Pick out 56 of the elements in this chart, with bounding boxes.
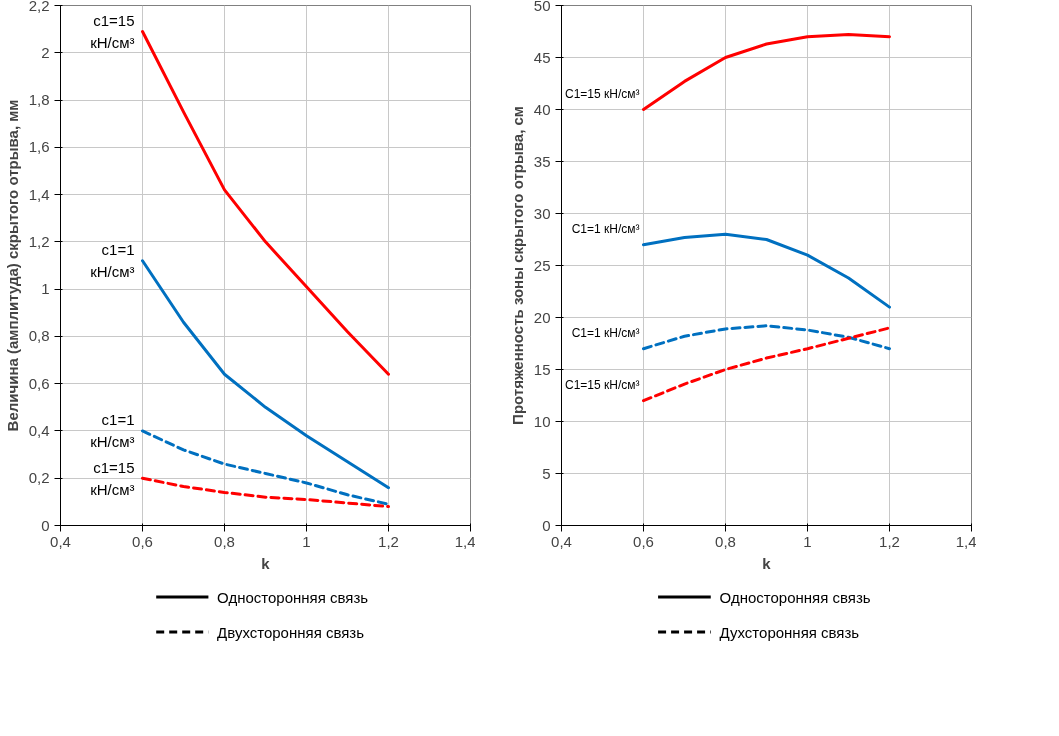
y-tick-label: 0,6 bbox=[28, 374, 50, 392]
x-tick-label: 1,4 bbox=[454, 532, 476, 550]
text: Двухсторонняя связь bbox=[217, 623, 365, 641]
y-tick-label: 0,4 bbox=[28, 421, 50, 439]
line-series bbox=[642, 326, 891, 403]
text: Односторонняя связь bbox=[719, 588, 871, 606]
y-tick-label: 1,2 bbox=[28, 232, 50, 250]
y-tick-label: 2 bbox=[41, 43, 50, 61]
x-tick-label: 1,2 bbox=[879, 532, 900, 550]
annotation: C1=1 кН/см³ bbox=[571, 221, 640, 236]
y-tick-label: 35 bbox=[533, 152, 551, 170]
y-tick-label: 0,2 bbox=[28, 469, 50, 487]
line-series bbox=[141, 476, 390, 509]
x-tick-label: 1,4 bbox=[955, 532, 977, 550]
y-axis-title: Протяженность зоны скрытого отрыва, см bbox=[508, 106, 526, 425]
y-tick-label: 2,2 bbox=[28, 0, 50, 14]
y-tick-label: 15 bbox=[533, 360, 551, 378]
y-tick-label: 1 bbox=[41, 280, 50, 298]
annotation: c1=1 кН/см³ bbox=[90, 241, 135, 281]
line-series bbox=[141, 259, 390, 490]
y-tick-label: 0 bbox=[542, 516, 551, 534]
y-tick-label: 10 bbox=[533, 412, 551, 430]
y-axis-title: Величина (амплитуда) скрытого отрыва, мм bbox=[3, 99, 21, 432]
y-tick-label: 40 bbox=[533, 100, 551, 118]
line-series bbox=[642, 33, 891, 111]
x-tick-label: 0,6 bbox=[132, 532, 153, 550]
x-axis-title: k bbox=[261, 554, 271, 572]
y-tick-label: 1,8 bbox=[28, 91, 50, 109]
annotation: c1=15 кН/см³ bbox=[90, 458, 135, 498]
annotation: C1=15 кН/см³ bbox=[564, 86, 640, 101]
x-tick-label: 1,2 bbox=[378, 532, 399, 550]
line-series bbox=[141, 429, 390, 506]
text: Духсторонняя связь bbox=[719, 623, 860, 641]
y-tick-label: 0,8 bbox=[28, 327, 50, 345]
annotation: c1=15 кН/см³ bbox=[90, 11, 135, 52]
y-tick-label: 1,6 bbox=[28, 138, 50, 156]
line-series bbox=[642, 232, 891, 309]
y-tick-label: 1,4 bbox=[28, 185, 50, 203]
y-tick-label: 50 bbox=[533, 0, 551, 14]
x-tick-label: 0,8 bbox=[214, 532, 235, 550]
x-tick-label: 1 bbox=[803, 532, 812, 550]
x-tick-label: 0,6 bbox=[633, 532, 654, 550]
y-tick-label: 30 bbox=[533, 204, 551, 222]
text: Односторонняя связь bbox=[217, 588, 369, 606]
annotation: C1=15 кН/см³ bbox=[564, 377, 640, 392]
y-tick-label: 25 bbox=[533, 256, 551, 274]
annotation: C1=1 кН/см³ bbox=[571, 325, 640, 340]
y-tick-label: 45 bbox=[533, 48, 551, 66]
y-tick-label: 5 bbox=[542, 464, 551, 482]
y-tick-label: 20 bbox=[533, 308, 551, 326]
x-tick-label: 0,8 bbox=[715, 532, 736, 550]
x-axis-title: k bbox=[762, 554, 772, 572]
line-series bbox=[642, 324, 891, 351]
x-tick-label: 1 bbox=[302, 532, 311, 550]
y-tick-label: 0 bbox=[41, 516, 50, 534]
line-series bbox=[141, 30, 390, 376]
